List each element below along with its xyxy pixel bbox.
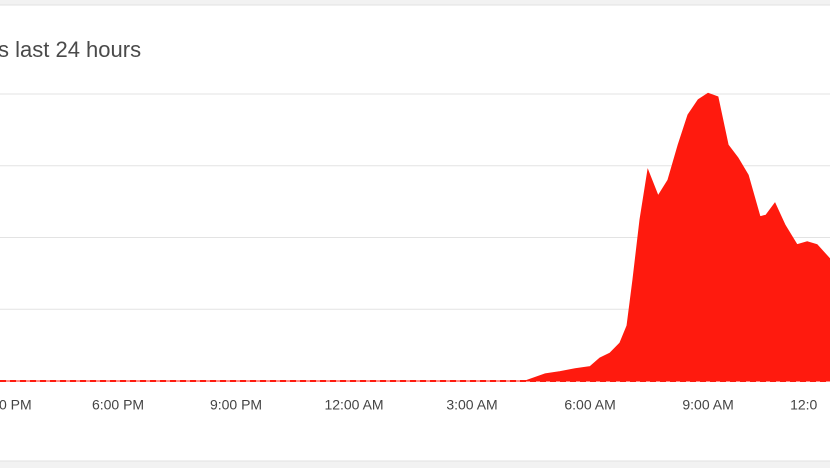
x-tick-label: 0 PM <box>0 397 32 413</box>
x-tick-label: 3:00 AM <box>446 397 497 413</box>
x-tick-label: 9:00 PM <box>210 397 262 413</box>
x-tick-label: 6:00 AM <box>564 397 615 413</box>
x-tick-label: 12:0 <box>790 397 817 413</box>
area <box>0 92 830 382</box>
chart-title: s last 24 hours <box>0 37 141 62</box>
x-tick-label: 9:00 AM <box>682 397 733 413</box>
x-tick-label: 12:00 AM <box>324 397 383 413</box>
x-tick-label: 6:00 PM <box>92 397 144 413</box>
